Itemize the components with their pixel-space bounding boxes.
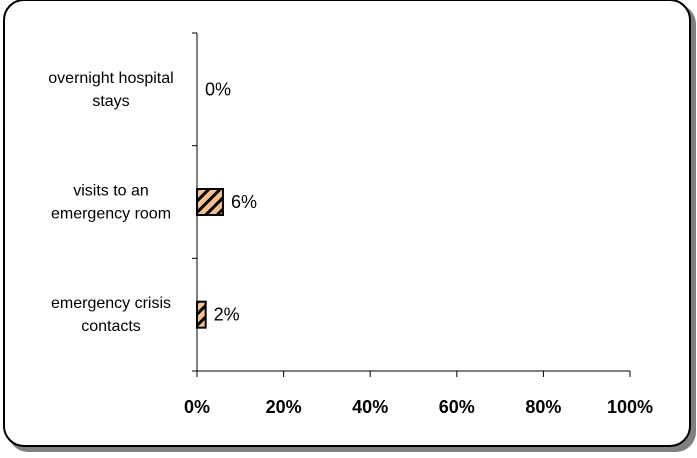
plot-area: 0% 20% 40% 60% 80% 100% 0% overnight hospital st… — [48, 32, 653, 417]
category-label-line: contacts — [81, 318, 141, 335]
category-label-line: emergency crisis — [51, 295, 171, 312]
bar — [196, 300, 207, 329]
x-tick-label: 0% — [184, 397, 210, 417]
data-label: 0% — [205, 79, 231, 99]
chart-frame — [3, 0, 691, 447]
category-label-line: visits to an — [73, 183, 149, 200]
category-label: visits to an emergency room — [51, 183, 171, 223]
category-label-line: stays — [92, 93, 129, 110]
data-label: 2% — [214, 305, 240, 325]
x-tick-label: 80% — [525, 397, 561, 417]
x-tick-label: 20% — [266, 397, 302, 417]
bar — [196, 188, 224, 216]
category-label-line: overnight hospital — [48, 70, 173, 87]
category-label: emergency crisis contacts — [51, 295, 171, 335]
x-tick-label: 40% — [352, 397, 388, 417]
category-label: overnight hospital stays — [48, 70, 173, 110]
category-label-line: emergency room — [51, 206, 171, 223]
x-tick-label: 60% — [439, 397, 475, 417]
data-label: 6% — [231, 192, 257, 212]
x-tick-label: 100% — [607, 397, 653, 417]
